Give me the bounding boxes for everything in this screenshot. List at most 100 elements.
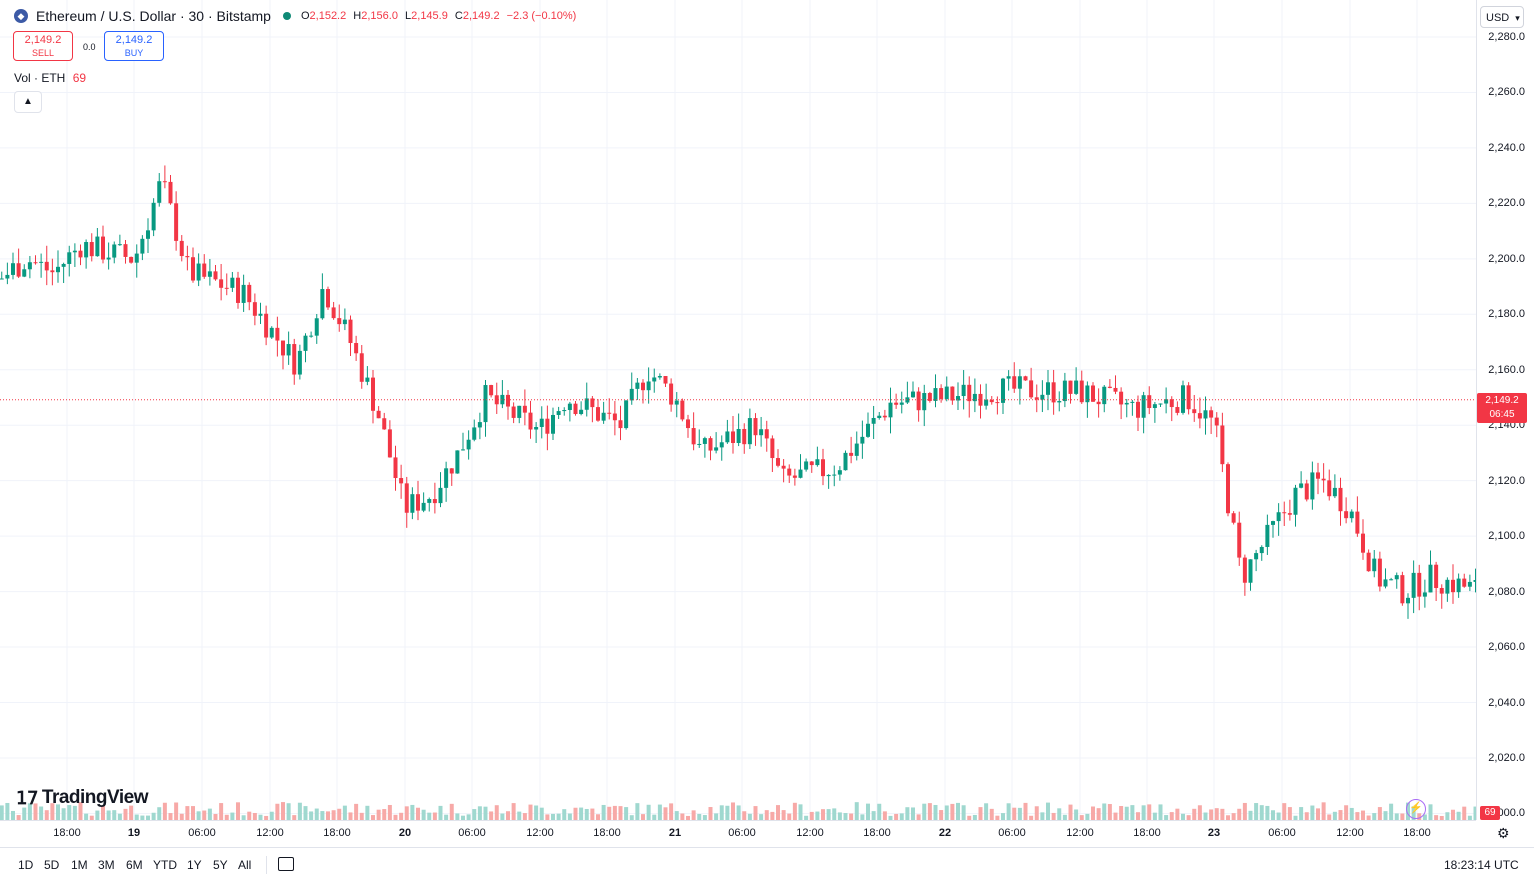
candle-body	[1214, 417, 1219, 426]
candlestick-chart[interactable]	[0, 0, 1476, 820]
calendar-icon[interactable]	[278, 857, 294, 871]
volume-bar	[539, 807, 544, 820]
range-button-1y[interactable]: 1Y	[187, 858, 202, 872]
range-button-5d[interactable]: 5D	[44, 858, 60, 872]
volume-bar	[877, 803, 882, 820]
low-label: L	[405, 10, 412, 22]
candle-body	[714, 447, 719, 451]
candle-body	[950, 386, 955, 401]
bottom-toolbar: 1D 5D 1M 3M 6M YTD 1Y 5Y All	[0, 847, 1534, 880]
candle-body	[404, 483, 409, 513]
candle-body	[1321, 478, 1326, 481]
candle-body	[455, 450, 460, 474]
range-button-all[interactable]: All	[238, 858, 252, 872]
candle-body	[348, 319, 353, 344]
candle-body	[579, 409, 584, 415]
volume-bar	[674, 811, 679, 820]
volume-bar	[0, 805, 4, 820]
high-value: 2,156.0	[361, 10, 398, 22]
symbol-title[interactable]: Ethereum / U.S. Dollar · 30 · Bitstamp	[36, 8, 271, 24]
candle-body	[376, 410, 381, 419]
candle-body	[641, 382, 645, 391]
candle-body	[511, 406, 516, 418]
volume-bar	[612, 805, 617, 820]
time-axis[interactable]: 18:00 19 06:00 12:00 18:00 20 06:00 12:00 18:00 2…	[0, 820, 1476, 847]
volume-bar	[787, 813, 792, 820]
candle-body	[1282, 512, 1287, 514]
volume-bar	[331, 810, 336, 820]
volume-bar	[264, 815, 269, 820]
sell-button[interactable]: 2,149.2 SELL	[13, 31, 73, 61]
volume-bar	[652, 814, 657, 820]
close-label: C	[454, 10, 463, 22]
range-button-5y[interactable]: 5Y	[213, 858, 228, 872]
volume-bar	[691, 810, 696, 820]
volume-bar	[781, 810, 786, 820]
chevron-down-icon: ▾	[1515, 13, 1520, 23]
candle-body	[567, 403, 572, 411]
candle-body	[669, 383, 674, 405]
volume-legend[interactable]: Vol · ETH 69	[14, 71, 86, 85]
candle-body	[967, 384, 972, 402]
candle-body	[776, 458, 780, 466]
currency-button[interactable]: USD ▾	[1480, 6, 1524, 28]
candle-body	[792, 475, 797, 478]
candle-body	[1293, 487, 1298, 515]
volume-bar	[1209, 809, 1214, 820]
candle-body	[140, 238, 145, 254]
volume-bar	[337, 808, 342, 820]
volume-bar	[1366, 815, 1371, 820]
volume-bar	[601, 804, 606, 820]
candle-body	[978, 393, 983, 406]
tradingview-logo[interactable]: 𝟣𝟩 TradingView	[16, 787, 148, 809]
volume-bar	[1136, 812, 1140, 820]
range-button-ytd[interactable]: YTD	[153, 858, 177, 872]
candle-body	[961, 384, 966, 397]
volume-bar	[1276, 812, 1281, 820]
volume-legend-label: Vol · ETH	[14, 71, 66, 85]
buy-button[interactable]: 2,149.2 BUY	[104, 31, 164, 61]
volume-bar	[483, 806, 488, 820]
candle-body	[146, 230, 150, 239]
candle-body	[16, 263, 21, 277]
candle-body	[5, 274, 10, 279]
volume-bar	[61, 808, 66, 820]
range-button-3m[interactable]: 3M	[98, 858, 115, 872]
candle-body	[1383, 579, 1388, 587]
candle-body	[1456, 578, 1461, 593]
range-button-6m[interactable]: 6M	[126, 858, 143, 872]
candle-body	[438, 487, 443, 504]
time-tick: 12:00	[1066, 827, 1094, 839]
volume-bar	[843, 813, 848, 820]
candle-body	[466, 439, 471, 450]
candle-body	[269, 327, 274, 338]
candle-body	[612, 413, 617, 421]
symbol-legend[interactable]: ◆ Ethereum / U.S. Dollar · 30 · Bitstamp…	[14, 6, 580, 26]
candle-body	[1074, 380, 1079, 394]
chart-area[interactable]	[0, 0, 1476, 820]
clock[interactable]: 18:23:14 UTC	[1444, 858, 1519, 872]
gear-icon[interactable]: ⚙	[1497, 825, 1510, 841]
candle-body	[534, 426, 539, 430]
collapse-legend-button[interactable]: ▲	[14, 91, 42, 113]
volume-bar	[1287, 807, 1292, 820]
candle-body	[224, 287, 229, 289]
volume-bar	[354, 803, 359, 820]
volume-bar	[1310, 805, 1315, 820]
change-value: −2.3 (−0.10%)	[506, 10, 577, 22]
volume-bar	[117, 813, 122, 820]
volume-bar	[50, 803, 55, 820]
volume-bar	[146, 815, 150, 820]
volume-bar	[134, 814, 139, 820]
candle-body	[1085, 385, 1090, 403]
volume-bar	[1152, 812, 1157, 820]
range-button-1d[interactable]: 1D	[18, 858, 34, 872]
candle-body	[821, 459, 825, 477]
time-tick: 12:00	[526, 827, 554, 839]
volume-bar	[365, 805, 370, 820]
lightning-icon[interactable]: ⚡	[1406, 799, 1426, 819]
volume-bar	[1214, 808, 1219, 820]
volume-bar	[371, 815, 375, 820]
price-axis[interactable]: 2,280.0 2,260.0 2,240.0 2,220.0 2,200.0 2,180…	[1476, 0, 1534, 820]
range-button-1m[interactable]: 1M	[71, 858, 88, 872]
